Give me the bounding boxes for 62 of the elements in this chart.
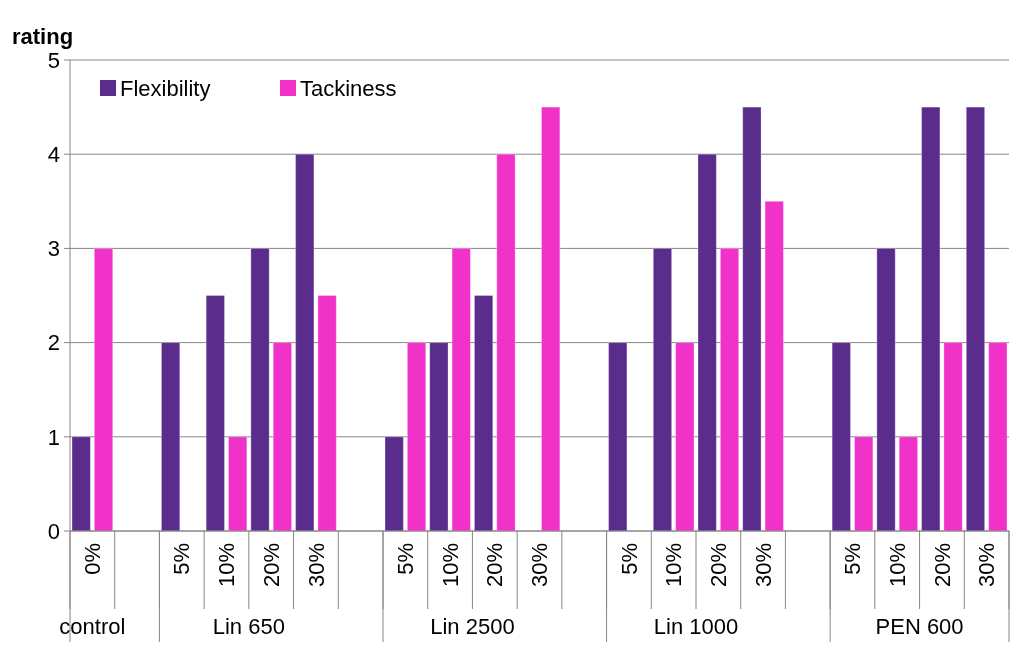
x-tick-label: 20%	[482, 543, 508, 588]
x-tick-label: 20%	[258, 543, 284, 588]
bar	[93, 247, 114, 532]
bar	[295, 153, 315, 532]
bar	[608, 342, 628, 532]
bar	[965, 106, 986, 532]
bar	[317, 295, 337, 532]
bar	[854, 436, 874, 532]
x-tick-label: 5%	[169, 543, 195, 575]
y-tick-label: 5	[47, 47, 60, 73]
text: PEN 600	[875, 614, 964, 639]
x-tick-label: 5%	[393, 543, 419, 575]
x-tick-label: 10%	[214, 543, 240, 588]
x-tick-label: 10%	[884, 543, 910, 588]
x-tick-label: 30%	[974, 543, 1000, 588]
bar	[228, 436, 248, 532]
bar	[764, 200, 784, 532]
x-tick-label: 10%	[437, 543, 463, 588]
bar	[675, 342, 695, 532]
x-tick-label: 30%	[527, 543, 553, 588]
x-tick-label: 30%	[750, 543, 776, 588]
text: Lin 2500	[430, 614, 515, 639]
bar	[921, 106, 941, 532]
bar	[496, 153, 516, 532]
bar	[429, 342, 449, 532]
bar	[876, 247, 896, 532]
x-tick-label: 10%	[661, 543, 687, 588]
bar	[71, 436, 91, 532]
x-tick-label: 5%	[840, 543, 866, 575]
x-tick-label: 0%	[80, 543, 106, 575]
bar	[831, 342, 851, 532]
bar	[652, 247, 673, 532]
bar	[384, 436, 404, 532]
bar	[160, 342, 181, 532]
bar	[205, 295, 225, 532]
bar	[473, 295, 494, 532]
bar	[742, 106, 762, 532]
bar	[451, 247, 471, 532]
y-tick-label: 1	[47, 424, 60, 450]
bar	[541, 106, 561, 532]
y-tick-label: 0	[47, 518, 60, 544]
text: Lin 1000	[653, 614, 739, 639]
y-tick-label: 4	[47, 141, 60, 167]
x-tick-label: 20%	[706, 543, 732, 588]
bar	[943, 342, 963, 532]
x-tick-label: 30%	[303, 543, 329, 588]
bar	[250, 247, 270, 532]
bar	[988, 342, 1008, 532]
y-tick-label: 2	[47, 330, 60, 356]
legend-label: Tackiness	[300, 75, 397, 101]
legend-label: Flexibility	[120, 75, 211, 101]
x-tick-label: 20%	[929, 543, 955, 588]
bar	[898, 436, 919, 532]
x-tick-label: 5%	[616, 543, 642, 575]
bar	[272, 342, 293, 532]
bar	[406, 342, 427, 532]
bar	[697, 153, 717, 532]
text: control	[59, 614, 126, 639]
y-tick-label: 3	[47, 236, 60, 262]
y-axis-title: rating	[12, 24, 74, 49]
text: Lin 650	[212, 614, 285, 639]
bar	[719, 247, 740, 532]
